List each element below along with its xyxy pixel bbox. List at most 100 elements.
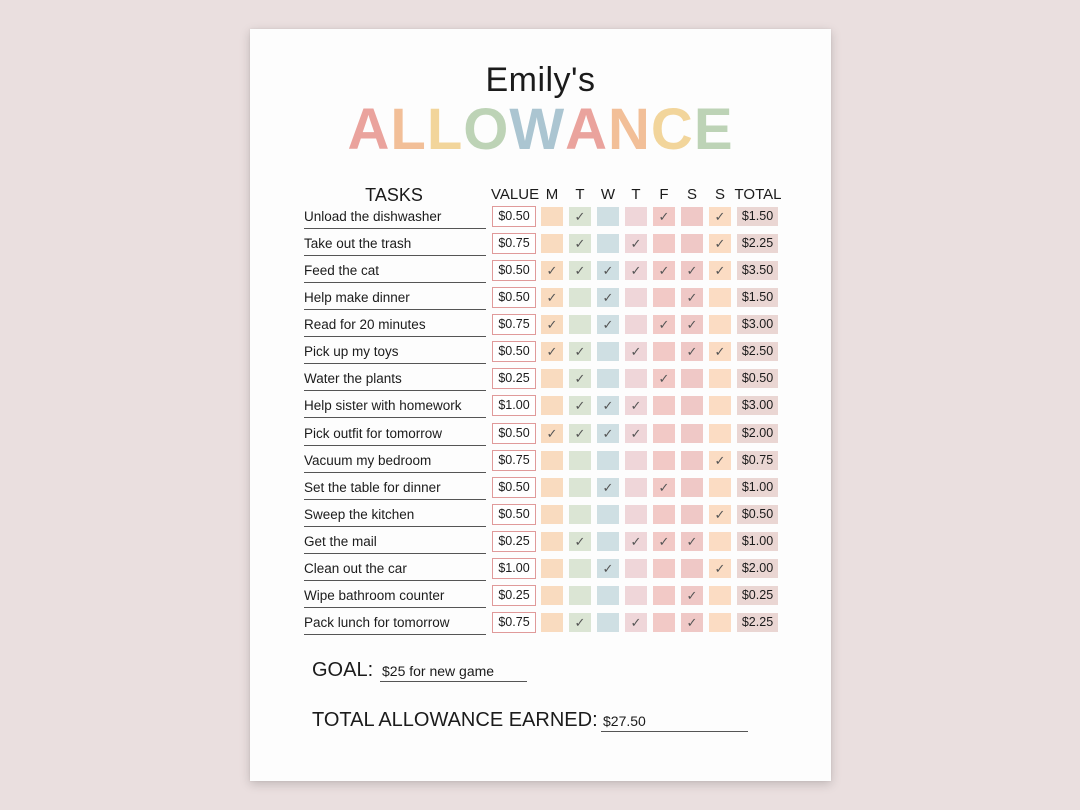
day-checkbox-wed[interactable] — [597, 613, 619, 633]
total-earned-field[interactable]: $27.50 — [601, 712, 748, 732]
day-checkbox-sat[interactable] — [681, 234, 703, 254]
day-checkbox-fri[interactable] — [653, 613, 675, 633]
day-checkbox-fri[interactable]: ✓ — [653, 369, 675, 389]
day-checkbox-mon[interactable] — [541, 558, 563, 578]
day-checkbox-mon[interactable] — [541, 207, 563, 226]
day-checkbox-sun[interactable] — [709, 613, 731, 633]
day-checkbox-sat[interactable] — [681, 423, 703, 443]
day-checkbox-tue[interactable]: ✓ — [569, 423, 591, 443]
day-checkbox-thu[interactable]: ✓ — [625, 342, 647, 362]
task-value[interactable]: $0.50 — [492, 503, 536, 525]
day-checkbox-fri[interactable] — [653, 558, 675, 578]
task-value[interactable]: $0.50 — [492, 206, 536, 227]
day-checkbox-sat[interactable]: ✓ — [681, 342, 703, 362]
day-checkbox-tue[interactable] — [569, 504, 591, 524]
day-checkbox-thu[interactable]: ✓ — [625, 234, 647, 254]
task-value[interactable]: $0.25 — [492, 368, 536, 390]
day-checkbox-sun[interactable]: ✓ — [709, 342, 731, 362]
day-checkbox-sat[interactable]: ✓ — [681, 315, 703, 335]
task-value[interactable]: $0.75 — [492, 314, 536, 336]
day-checkbox-mon[interactable] — [541, 369, 563, 389]
day-checkbox-sat[interactable] — [681, 558, 703, 578]
day-checkbox-mon[interactable]: ✓ — [541, 315, 563, 335]
day-checkbox-fri[interactable] — [653, 234, 675, 254]
day-checkbox-thu[interactable] — [625, 585, 647, 605]
day-checkbox-fri[interactable] — [653, 504, 675, 524]
day-checkbox-thu[interactable]: ✓ — [625, 261, 647, 281]
day-checkbox-sat[interactable] — [681, 477, 703, 497]
day-checkbox-sun[interactable] — [709, 531, 731, 551]
day-checkbox-sat[interactable]: ✓ — [681, 585, 703, 605]
task-value[interactable]: $0.50 — [492, 260, 536, 282]
day-checkbox-tue[interactable] — [569, 288, 591, 308]
task-value[interactable]: $0.50 — [492, 422, 536, 444]
day-checkbox-wed[interactable] — [597, 234, 619, 254]
day-checkbox-wed[interactable]: ✓ — [597, 558, 619, 578]
day-checkbox-wed[interactable] — [597, 342, 619, 362]
day-checkbox-sat[interactable] — [681, 504, 703, 524]
day-checkbox-fri[interactable]: ✓ — [653, 207, 675, 226]
day-checkbox-thu[interactable] — [625, 477, 647, 497]
day-checkbox-mon[interactable] — [541, 477, 563, 497]
day-checkbox-sun[interactable]: ✓ — [709, 207, 731, 226]
day-checkbox-tue[interactable] — [569, 450, 591, 470]
day-checkbox-sun[interactable]: ✓ — [709, 261, 731, 281]
day-checkbox-fri[interactable] — [653, 585, 675, 605]
day-checkbox-sat[interactable] — [681, 369, 703, 389]
day-checkbox-wed[interactable]: ✓ — [597, 261, 619, 281]
task-value[interactable]: $0.50 — [492, 476, 536, 498]
day-checkbox-sat[interactable]: ✓ — [681, 613, 703, 633]
day-checkbox-wed[interactable]: ✓ — [597, 288, 619, 308]
day-checkbox-sun[interactable]: ✓ — [709, 234, 731, 254]
task-value[interactable]: $0.75 — [492, 233, 536, 255]
task-value[interactable]: $0.25 — [492, 584, 536, 606]
day-checkbox-wed[interactable] — [597, 369, 619, 389]
day-checkbox-wed[interactable] — [597, 504, 619, 524]
day-checkbox-fri[interactable]: ✓ — [653, 261, 675, 281]
day-checkbox-mon[interactable]: ✓ — [541, 342, 563, 362]
day-checkbox-mon[interactable] — [541, 234, 563, 254]
day-checkbox-sat[interactable]: ✓ — [681, 261, 703, 281]
day-checkbox-tue[interactable]: ✓ — [569, 396, 591, 416]
day-checkbox-tue[interactable]: ✓ — [569, 261, 591, 281]
day-checkbox-tue[interactable] — [569, 585, 591, 605]
day-checkbox-mon[interactable] — [541, 613, 563, 633]
task-value[interactable]: $1.00 — [492, 395, 536, 417]
day-checkbox-mon[interactable]: ✓ — [541, 288, 563, 308]
day-checkbox-tue[interactable]: ✓ — [569, 234, 591, 254]
day-checkbox-thu[interactable] — [625, 504, 647, 524]
day-checkbox-wed[interactable] — [597, 585, 619, 605]
day-checkbox-thu[interactable] — [625, 315, 647, 335]
day-checkbox-fri[interactable]: ✓ — [653, 315, 675, 335]
day-checkbox-wed[interactable] — [597, 450, 619, 470]
day-checkbox-thu[interactable] — [625, 450, 647, 470]
day-checkbox-mon[interactable] — [541, 396, 563, 416]
day-checkbox-fri[interactable]: ✓ — [653, 477, 675, 497]
day-checkbox-tue[interactable]: ✓ — [569, 342, 591, 362]
day-checkbox-sun[interactable]: ✓ — [709, 450, 731, 470]
day-checkbox-fri[interactable] — [653, 288, 675, 308]
task-value[interactable]: $0.75 — [492, 449, 536, 471]
day-checkbox-tue[interactable] — [569, 315, 591, 335]
day-checkbox-wed[interactable]: ✓ — [597, 477, 619, 497]
task-value[interactable]: $0.50 — [492, 287, 536, 309]
goal-field[interactable]: $25 for new game — [380, 662, 527, 682]
day-checkbox-mon[interactable] — [541, 450, 563, 470]
day-checkbox-sat[interactable]: ✓ — [681, 531, 703, 551]
day-checkbox-sun[interactable] — [709, 585, 731, 605]
day-checkbox-wed[interactable] — [597, 207, 619, 226]
day-checkbox-tue[interactable]: ✓ — [569, 207, 591, 226]
day-checkbox-wed[interactable]: ✓ — [597, 315, 619, 335]
task-value[interactable]: $0.50 — [492, 341, 536, 363]
day-checkbox-sat[interactable]: ✓ — [681, 288, 703, 308]
day-checkbox-sat[interactable] — [681, 450, 703, 470]
day-checkbox-thu[interactable] — [625, 207, 647, 226]
day-checkbox-thu[interactable] — [625, 369, 647, 389]
day-checkbox-fri[interactable] — [653, 450, 675, 470]
day-checkbox-tue[interactable] — [569, 558, 591, 578]
day-checkbox-fri[interactable]: ✓ — [653, 531, 675, 551]
day-checkbox-sun[interactable] — [709, 369, 731, 389]
day-checkbox-mon[interactable] — [541, 531, 563, 551]
day-checkbox-mon[interactable] — [541, 585, 563, 605]
day-checkbox-thu[interactable] — [625, 558, 647, 578]
